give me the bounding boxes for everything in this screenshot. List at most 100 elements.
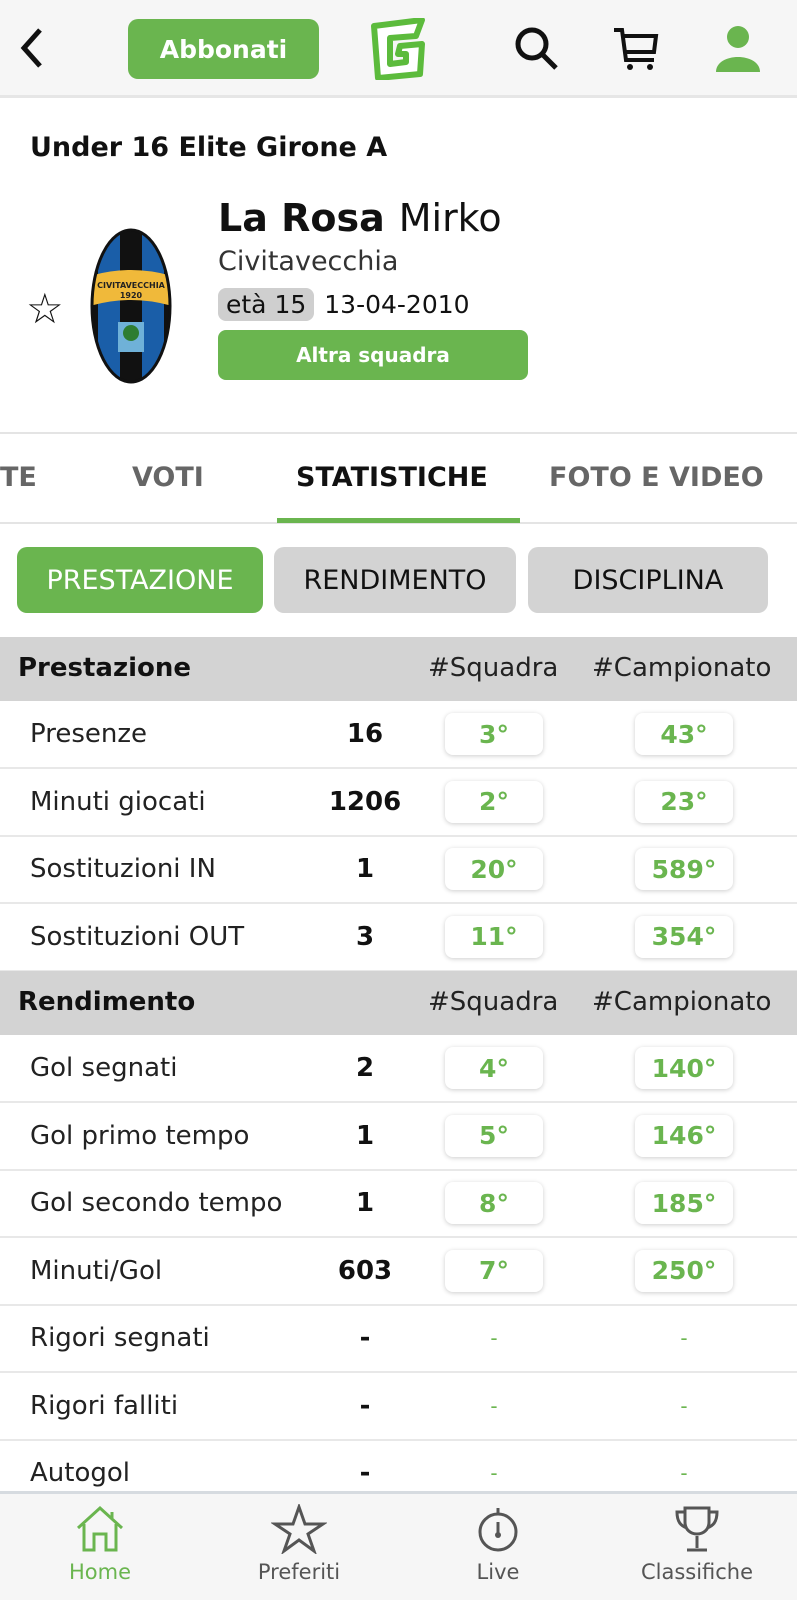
team-rank-badge: 7° (445, 1249, 543, 1292)
section-header: Rendimento #Squadra #Campionato (0, 971, 797, 1035)
home-icon (76, 1505, 124, 1552)
filter-rendimento[interactable]: RENDIMENTO (274, 547, 516, 613)
stat-row: Sostituzioni IN 1 20° 589° (0, 836, 797, 904)
chevron-left-icon (20, 28, 42, 68)
team-rank-badge: - (445, 1317, 543, 1359)
league-rank-badge: 250° (635, 1249, 733, 1292)
stat-value: 16 (346, 719, 384, 749)
stat-row: Minuti giocati 1206 2° 23° (0, 769, 797, 837)
league-rank-badge: 146° (635, 1114, 733, 1157)
stat-row: Minuti/Gol 603 7° 250° (0, 1238, 797, 1306)
stat-value: - (359, 1323, 371, 1353)
stat-value: - (359, 1390, 371, 1421)
tab-voti[interactable]: VOTI (132, 462, 204, 493)
birthdate: 13-04-2010 (324, 290, 470, 319)
player-age-row: età 15 13-04-2010 (218, 288, 470, 321)
player-first-name: Mirko (398, 196, 502, 240)
player-name: La Rosa Mirko (218, 196, 502, 240)
league-rank-badge: 185° (635, 1182, 733, 1224)
stat-value: 1 (355, 1120, 375, 1151)
stat-label: Minuti/Gol (30, 1255, 163, 1286)
app-logo[interactable] (368, 18, 428, 80)
nav-preferiti[interactable]: Preferiti (219, 1504, 379, 1584)
tab-bar: TE VOTI STATISTICHE FOTO E VIDEO (0, 432, 797, 524)
league-rank-badge: 589° (635, 848, 733, 890)
trophy-icon (675, 1506, 719, 1552)
age-badge: età 15 (218, 288, 315, 321)
league-rank-badge: 43° (635, 713, 733, 755)
team-rank-badge: 11° (445, 915, 543, 958)
tab-foto-video[interactable]: FOTO E VIDEO (549, 462, 764, 493)
column-team-rank: #Squadra (428, 653, 559, 683)
league-rank-badge: - (635, 1317, 733, 1359)
column-league-rank: #Campionato (592, 653, 772, 683)
svg-text:1920: 1920 (120, 291, 143, 300)
stat-label: Sostituzioni OUT (30, 921, 245, 952)
stat-value: - (359, 1458, 371, 1488)
league-rank-badge: 23° (635, 780, 733, 823)
league-rank-badge: - (635, 1452, 733, 1494)
stat-label: Sostituzioni IN (30, 854, 216, 884)
stat-row: Autogol - - - (0, 1440, 797, 1508)
filter-disciplina[interactable]: DISCIPLINA (528, 547, 768, 613)
stat-label: Gol segnati (30, 1053, 178, 1083)
stat-label: Gol secondo tempo (30, 1188, 283, 1218)
team-rank-badge: 4° (445, 1047, 543, 1089)
section-header: Prestazione #Squadra #Campionato (0, 637, 797, 701)
back-button[interactable] (16, 26, 46, 80)
team-rank-badge: 8° (445, 1182, 543, 1224)
svg-text:CIVITAVECCHIA: CIVITAVECCHIA (97, 281, 166, 290)
favorite-star-icon[interactable]: ☆ (26, 284, 64, 333)
column-team-rank: #Squadra (428, 987, 559, 1017)
section-title: Rendimento (18, 987, 196, 1017)
stat-label: Rigori segnati (30, 1323, 210, 1353)
star-icon (271, 1504, 327, 1554)
stat-label: Minuti giocati (30, 786, 206, 817)
team-rank-badge: 5° (445, 1114, 543, 1157)
player-surname: La Rosa (218, 196, 385, 240)
stat-row: Rigori falliti - - - (0, 1373, 797, 1441)
team-rank-badge: 2° (445, 780, 543, 823)
nav-live[interactable]: Live (418, 1504, 578, 1584)
stat-value: 1 (355, 1188, 375, 1218)
filter-prestazione[interactable]: PRESTAZIONE (17, 547, 263, 613)
nav-home[interactable]: Home (20, 1504, 180, 1584)
stat-row: Gol segnati 2 4° 140° (0, 1035, 797, 1103)
user-icon[interactable] (712, 22, 764, 74)
team-rank-badge: 20° (445, 848, 543, 890)
other-team-button[interactable]: Altra squadra (218, 330, 528, 380)
nav-classifiche[interactable]: Classifiche (617, 1504, 777, 1584)
league-rank-badge: 140° (635, 1047, 733, 1089)
active-tab-indicator (277, 518, 520, 523)
column-league-rank: #Campionato (592, 987, 772, 1017)
section-title: Prestazione (18, 653, 192, 683)
stat-label: Rigori falliti (30, 1390, 179, 1421)
stat-value: 1206 (328, 786, 402, 817)
team-rank-badge: - (445, 1384, 543, 1427)
stat-value: 2 (355, 1053, 375, 1083)
player-team: Civitavecchia (218, 246, 399, 277)
stat-value: 3 (355, 921, 375, 952)
stat-row: Gol secondo tempo 1 8° 185° (0, 1170, 797, 1238)
league-rank-badge: - (635, 1384, 733, 1427)
stat-value: 1 (355, 854, 375, 884)
stat-row: Presenze 16 3° 43° (0, 701, 797, 769)
tab-statistiche[interactable]: STATISTICHE (296, 462, 488, 493)
league-rank-badge: 354° (635, 915, 733, 958)
stat-label: Gol primo tempo (30, 1120, 250, 1151)
team-crest: CIVITAVECCHIA 1920 (90, 228, 172, 384)
search-icon[interactable] (510, 22, 562, 74)
stat-value: 603 (337, 1255, 393, 1286)
stat-label: Presenze (30, 719, 147, 749)
cart-icon[interactable] (610, 22, 662, 74)
stopwatch-icon (478, 1508, 518, 1552)
team-rank-badge: 3° (445, 713, 543, 755)
stat-label: Autogol (30, 1458, 131, 1488)
stat-row: Rigori segnati - - - (0, 1305, 797, 1373)
top-bar: Abbonati (0, 0, 797, 98)
stat-row: Sostituzioni OUT 3 11° 354° (0, 904, 797, 972)
tab-partial[interactable]: TE (0, 462, 37, 493)
subscribe-button[interactable]: Abbonati (128, 19, 319, 79)
team-rank-badge: - (445, 1452, 543, 1494)
stat-row: Gol primo tempo 1 5° 146° (0, 1103, 797, 1171)
